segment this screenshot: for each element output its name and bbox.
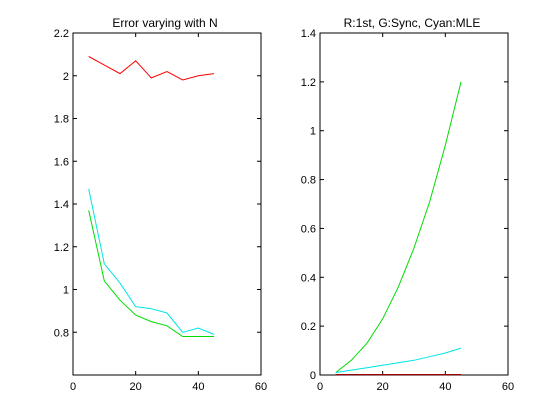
- left-x-tick-label: 20: [130, 381, 142, 393]
- left-y-tick-label: 1: [63, 285, 69, 297]
- right-axes: R:1st, G:Sync, Cyan:MLE 0 20 40 60 0 0.2 0.4 0.…: [301, 16, 514, 393]
- left-x-tick-label: 60: [255, 381, 267, 393]
- right-series-line-0: [335, 81, 462, 373]
- right-chart-title: R:1st, G:Sync, Cyan:MLE: [344, 16, 481, 30]
- right-y-tick-label: 0.4: [301, 272, 316, 284]
- left-axes: Error varying with N 0 20 40 60 0.8 1 1.2 1.4 1.…: [54, 16, 267, 393]
- right-y-tick-label: 0.6: [301, 223, 316, 235]
- left-y-tick-label: 1.8: [54, 114, 69, 126]
- left-y-tick-label: 0.8: [54, 327, 69, 339]
- right-y-tick-label: 0.2: [301, 321, 316, 333]
- left-y-tick-label: 2.2: [54, 28, 69, 40]
- left-y-tick-label: 1.2: [54, 242, 69, 254]
- left-axes-frame: [72, 32, 262, 376]
- right-axes-frame: [319, 32, 509, 376]
- right-y-tick-label: 1.2: [301, 77, 316, 89]
- right-y-tick-label: 1.4: [301, 28, 316, 40]
- left-y-tick-label: 1.4: [54, 199, 69, 211]
- left-x-tick-label: 40: [192, 381, 204, 393]
- right-y-tick-label: 0: [310, 370, 316, 382]
- left-series-line-0: [88, 56, 215, 81]
- left-series-line-1: [88, 188, 215, 335]
- left-series-line-2: [88, 210, 214, 337]
- right-x-tick-label: 20: [377, 381, 389, 393]
- right-x-tick-label: 0: [317, 381, 323, 393]
- right-x-tick-label: 40: [439, 381, 451, 393]
- right-y-tick-label: 0.8: [301, 175, 316, 187]
- left-x-tick-label: 0: [70, 381, 76, 393]
- left-y-tick-label: 1.6: [54, 156, 69, 168]
- right-series-line-1: [335, 347, 462, 374]
- left-y-tick-label: 2: [63, 71, 69, 83]
- right-x-tick-label: 60: [502, 381, 514, 393]
- right-y-tick-label: 1: [310, 126, 316, 138]
- left-chart-title: Error varying with N: [112, 16, 217, 30]
